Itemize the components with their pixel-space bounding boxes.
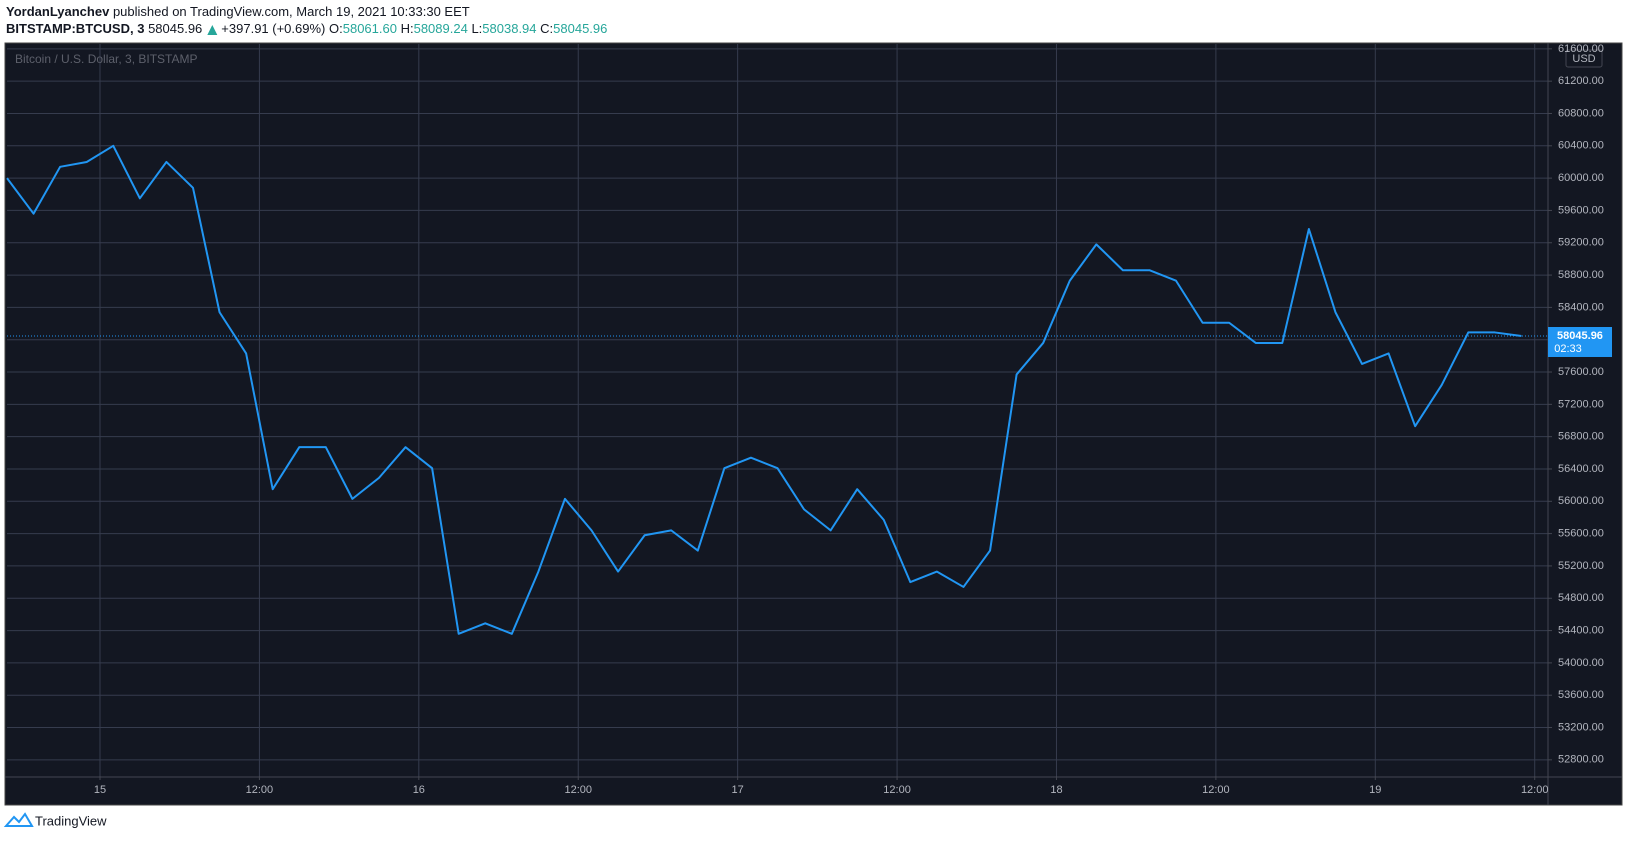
close-label: C: [540, 21, 553, 36]
countdown: 02:33 [1554, 343, 1582, 355]
x-tick-label: 19 [1369, 784, 1381, 796]
logo-icon [3, 812, 34, 827]
last-price-label: 58045.96 [1557, 330, 1603, 342]
open-label: O: [329, 21, 343, 36]
up-arrow [207, 25, 218, 35]
chart-legend: Bitcoin / U.S. Dollar, 3, BITSTAMP [15, 52, 198, 66]
quote-line: BITSTAMP:BTCUSD, 3 58045.96 [6, 21, 202, 36]
y-tick-label: 60000.00 [1558, 172, 1604, 184]
y-tick-label: 56800.00 [1558, 431, 1604, 443]
y-tick-label: 59200.00 [1558, 237, 1604, 249]
y-tick-label: 55200.00 [1558, 560, 1604, 572]
low-label: L: [471, 21, 482, 36]
change: +397.91 (+0.69%) [221, 21, 325, 36]
header-line: YordanLyanchev published on TradingView.… [6, 4, 470, 19]
x-tick-label: 12:00 [246, 784, 274, 796]
last-price: 58045.96 [148, 21, 202, 36]
chart-frame [4, 42, 1623, 806]
x-tick-label: 15 [94, 784, 106, 796]
y-tick-label: 58400.00 [1558, 301, 1604, 313]
high: 58089.24 [414, 21, 468, 36]
x-tick-label: 18 [1050, 784, 1062, 796]
x-tick-label: 12:00 [564, 784, 592, 796]
currency-box [1565, 49, 1603, 68]
x-tick-label: 12:00 [1521, 784, 1549, 796]
y-tick-label: 52800.00 [1558, 754, 1604, 766]
y-tick-label: 54000.00 [1558, 657, 1604, 669]
y-tick-label: 56400.00 [1558, 463, 1604, 475]
x-tick-label: 12:00 [883, 784, 911, 796]
y-tick-label: 53600.00 [1558, 689, 1604, 701]
y-tick-label: 60800.00 [1558, 107, 1604, 119]
plot [6, 44, 1548, 776]
close: 58045.96 [553, 21, 607, 36]
y-tick-label: 55600.00 [1558, 528, 1604, 540]
y-tick-label: 61600.00 [1558, 43, 1604, 55]
y-tick-label: 54800.00 [1558, 592, 1604, 604]
ohlc: +397.91 (+0.69%) O:58061.60 H:58089.24 L… [221, 21, 607, 36]
y-tick-label: 61200.00 [1558, 75, 1604, 87]
y-tick-label: 60400.00 [1558, 140, 1604, 152]
high-label: H: [401, 21, 414, 36]
y-tick-label: 59600.00 [1558, 204, 1604, 216]
price-line [6, 144, 1522, 635]
last-price-box [1548, 326, 1612, 357]
y-tick-label: 56000.00 [1558, 495, 1604, 507]
currency: USD [1572, 53, 1595, 65]
y-tick-label: 57600.00 [1558, 366, 1604, 378]
logo [3, 812, 34, 827]
x-tick-label: 16 [413, 784, 425, 796]
y-tick-label: 57200.00 [1558, 398, 1604, 410]
author: YordanLyanchev [6, 4, 110, 19]
y-tick-label: 54400.00 [1558, 624, 1604, 636]
published: published on TradingView.com, March 19, … [113, 4, 470, 19]
x-tick-label: 17 [732, 784, 744, 796]
brand: TradingView [35, 813, 107, 828]
low: 58038.94 [482, 21, 536, 36]
open: 58061.60 [343, 21, 397, 36]
y-tick-label: 53200.00 [1558, 721, 1604, 733]
x-tick-label: 12:00 [1202, 784, 1230, 796]
symbol: BITSTAMP:BTCUSD, 3 [6, 21, 144, 36]
y-tick-label: 58800.00 [1558, 269, 1604, 281]
